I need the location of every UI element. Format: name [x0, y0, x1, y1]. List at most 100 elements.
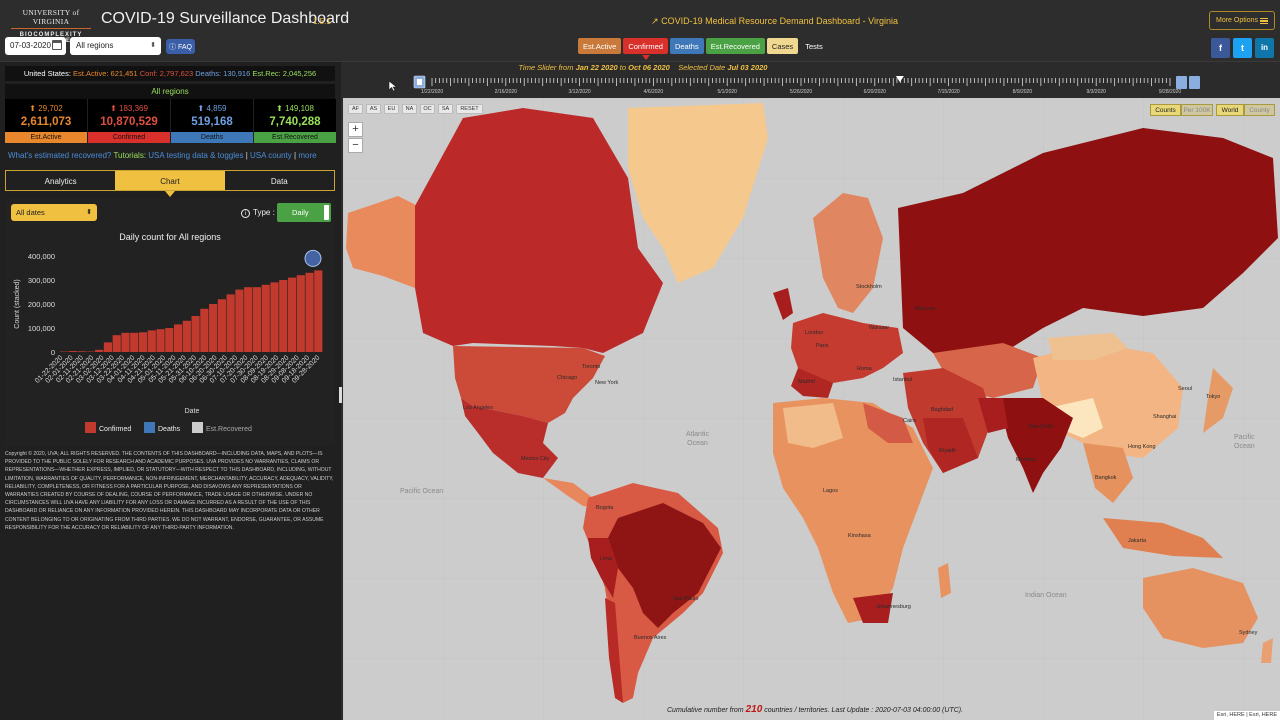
cursor-pointer-icon	[388, 80, 398, 92]
tab-chart[interactable]: Chart	[115, 171, 225, 190]
play-icon-inner	[417, 79, 422, 85]
calendar-icon[interactable]	[52, 40, 62, 50]
dates-dropdown[interactable]: All dates ⬍	[11, 204, 97, 221]
region-europe	[791, 313, 903, 383]
card-label: Est.Active	[5, 132, 87, 143]
ocean-label-atlantic: Atlantic Ocean	[686, 431, 709, 447]
tutorial-county-link[interactable]: USA county	[250, 151, 292, 160]
us-recovered: Est.Rec: 2,045,256	[252, 69, 317, 78]
region-button-af[interactable]: AF	[348, 104, 363, 114]
external-link-icon: ↗	[651, 16, 659, 26]
region-button-sa[interactable]: SA	[438, 104, 453, 114]
tab-data[interactable]: Data	[270, 177, 288, 186]
country-count: 210	[745, 704, 763, 715]
time-slider-bar	[343, 62, 1280, 98]
tab-confirmed[interactable]: Confirmed	[623, 38, 668, 54]
recovered-explainer-link[interactable]: What's estimated recovered?	[8, 151, 112, 160]
y-tick-label: 100,000	[28, 324, 55, 333]
facebook-share-button[interactable]: f	[1211, 38, 1230, 58]
tab-est-active[interactable]: Est.Active	[578, 38, 622, 54]
zoom-in-button[interactable]: +	[348, 122, 363, 137]
region-africa	[773, 398, 933, 623]
per100k-toggle[interactable]: Per 100K	[1181, 104, 1213, 116]
country-canada	[415, 108, 663, 353]
country-pakistan	[978, 398, 1008, 433]
info-icon[interactable]: i	[241, 209, 250, 218]
world-map[interactable]: AF AS EU NA OC SA RESET + − Counts Per 1…	[343, 98, 1280, 720]
slider-date-label: 9/28/2020	[1159, 89, 1181, 95]
card-est-recovered[interactable]: ⬆︎ 149,108 7,740,288 Est.Recovered	[254, 99, 336, 143]
linkedin-share-button[interactable]: in	[1255, 38, 1274, 58]
city-label: Stockholm	[856, 284, 882, 290]
region-button-as[interactable]: AS	[366, 104, 381, 114]
us-deaths: Deaths: 130,916	[195, 69, 251, 78]
country-brazil	[608, 503, 721, 628]
uva-logo[interactable]: UNIVERSITY of VIRGINIA BIOCOMPLEXITY INS…	[7, 8, 95, 44]
tab-analytics[interactable]: Analytics	[44, 177, 77, 186]
faq-button[interactable]: ⓘ FAQ	[166, 39, 195, 54]
card-delta: ⬆︎ 4,859	[197, 104, 227, 113]
bar-confirmed	[138, 332, 148, 352]
chart-marker	[304, 249, 322, 267]
up-circle-icon: ⬆︎	[197, 104, 205, 113]
toggle-knob	[324, 205, 329, 220]
city-label: Sao Paulo	[673, 596, 699, 602]
bar-confirmed	[296, 275, 305, 352]
separator: |	[245, 151, 248, 160]
bar-confirmed	[287, 277, 297, 352]
country-central-america	[543, 478, 598, 508]
city-label: Bangkok	[1095, 475, 1117, 481]
card-est-active[interactable]: ⬆︎ 29,702 2,611,073 Est.Active	[5, 99, 87, 143]
bar-confirmed	[182, 320, 191, 352]
card-confirmed[interactable]: ⬆︎ 183,369 10,870,529 Confirmed	[88, 99, 170, 143]
city-label: Moscow	[915, 306, 936, 312]
country-usa	[453, 346, 605, 423]
city-label: Lima	[600, 556, 612, 562]
header-bar: UNIVERSITY of VIRGINIA BIOCOMPLEXITY INS…	[0, 0, 1280, 62]
selected-date: Jul 03 2020	[727, 63, 768, 72]
card-deaths[interactable]: ⬆︎ 4,859 519,168 Deaths	[171, 99, 253, 143]
city-label: Buenos Aires	[634, 635, 667, 641]
tab-cases[interactable]: Cases	[766, 38, 799, 54]
tab-est-recovered[interactable]: Est.Recovered	[705, 38, 765, 54]
hamburger-icon	[1260, 18, 1268, 24]
card-value: 10,870,529	[100, 116, 158, 128]
city-label: Bogota	[596, 505, 614, 511]
bar-confirmed	[95, 349, 104, 352]
city-label: Warsaw	[869, 325, 889, 331]
tutorial-more-link[interactable]: more	[298, 151, 317, 160]
time-slider[interactable]: 1/22/2020 2/16/2020 3/12/2020 4/6/2020 5/1/2…	[410, 74, 1210, 98]
y-axis-label: Count (stacked)	[14, 279, 21, 328]
type-toggle-label: Daily	[292, 208, 309, 217]
panel-resize-handle[interactable]	[339, 387, 342, 403]
counts-toggle[interactable]: Counts	[1150, 104, 1181, 116]
map-attribution[interactable]: Esri, HERE | Esri, HERE	[1213, 711, 1280, 720]
bar-confirmed	[270, 282, 279, 352]
tab-tests[interactable]: Tests	[805, 42, 823, 51]
city-label: Hong Kong	[1128, 444, 1156, 450]
chart-title: Daily count for All regions	[119, 232, 221, 242]
medical-dashboard-link[interactable]: ↗ COVID-19 Medical Resource Demand Dashb…	[651, 16, 898, 27]
type-toggle[interactable]: Daily	[277, 203, 331, 222]
region-button-oc[interactable]: OC	[420, 104, 435, 114]
more-options-label: More Options	[1216, 17, 1259, 24]
region-select[interactable]: All regions ⬍	[70, 37, 161, 55]
slider-date-label: 5/1/2020	[717, 89, 737, 95]
slider-date-label: 4/6/2020	[644, 89, 664, 95]
more-options-button[interactable]: More Options	[1209, 11, 1275, 30]
legend-swatch	[192, 422, 203, 433]
zoom-out-button[interactable]: −	[348, 138, 363, 153]
city-label: Madrid	[798, 379, 815, 385]
county-toggle[interactable]: County	[1244, 104, 1275, 116]
region-button-eu[interactable]: EU	[384, 104, 399, 114]
tutorial-testing-link[interactable]: USA testing data & toggles	[148, 151, 244, 160]
reset-button[interactable]: RESET	[456, 104, 483, 114]
us-confirmed: Conf: 2,797,623	[139, 69, 194, 78]
twitter-share-button[interactable]: t	[1233, 38, 1252, 58]
city-label: Cairo	[903, 418, 917, 424]
tab-deaths[interactable]: Deaths	[669, 38, 704, 54]
region-button-na[interactable]: NA	[402, 104, 417, 114]
world-toggle[interactable]: World	[1216, 104, 1244, 116]
date-input[interactable]: 07-03-2020	[5, 37, 66, 55]
choropleth-map[interactable]	[343, 98, 1280, 720]
